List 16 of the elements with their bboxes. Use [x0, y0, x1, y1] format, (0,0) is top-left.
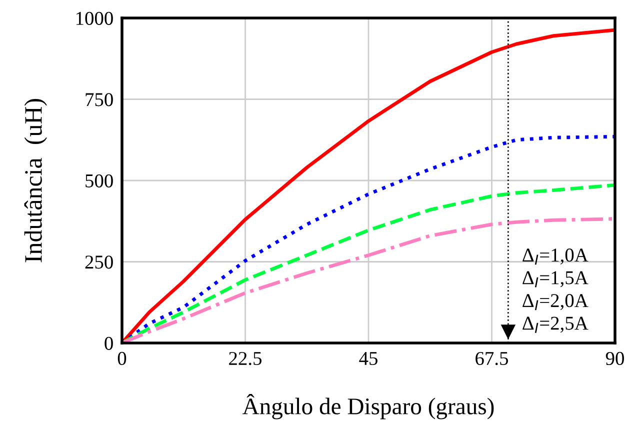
annotation: Δ$_{I}$=1,0A — [522, 248, 588, 265]
annotation: Δ$_{I}$=2,0A — [522, 294, 588, 310]
x-axis-title: Ângulo de Disparo (graus) — [242, 394, 494, 420]
y-tick-label: 1000 — [76, 12, 113, 25]
x-tick-label: 0 — [118, 352, 126, 366]
y-tick-label: 500 — [86, 174, 113, 188]
y-tick-label: 250 — [85, 256, 113, 269]
x-tick-label: 22.5 — [229, 352, 262, 366]
y-tick-label: 750 — [86, 93, 113, 106]
x-tick-label: 67.5 — [476, 352, 508, 366]
y-tick-label: 0 — [104, 336, 113, 350]
annotation: Δ$_{I}$=1,5A — [522, 271, 588, 288]
y-axis-title: Indutância (uH) — [24, 98, 47, 262]
annotation: Δ$_{I}$=2,5A — [522, 316, 588, 333]
x-tick-label: 90 — [606, 352, 624, 366]
x-tick-label: 45 — [359, 352, 378, 366]
